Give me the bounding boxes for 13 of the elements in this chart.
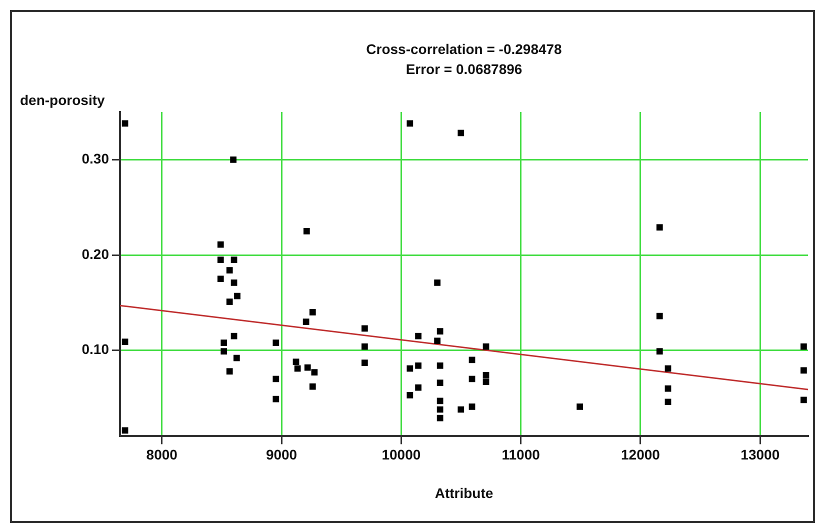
y-tick-label: 0.10 <box>82 341 110 358</box>
y-tick-label: 0.20 <box>82 246 110 262</box>
chart-subtitle: Error = 0.0687896 <box>406 61 522 77</box>
chart-title: Cross-correlation = -0.298478 <box>366 41 562 57</box>
x-tick-label: 8000 <box>146 446 178 462</box>
y-axis-title: den-porosity <box>20 92 105 108</box>
x-tick-label: 9000 <box>266 446 298 462</box>
x-tick-label: 13000 <box>740 446 780 462</box>
y-tick-label: 0.30 <box>82 150 110 167</box>
x-tick-label: 11000 <box>502 446 540 462</box>
x-tick-label: 12000 <box>621 446 660 462</box>
x-tick-label: 10000 <box>382 446 421 462</box>
x-axis-title: Attribute <box>434 485 494 501</box>
